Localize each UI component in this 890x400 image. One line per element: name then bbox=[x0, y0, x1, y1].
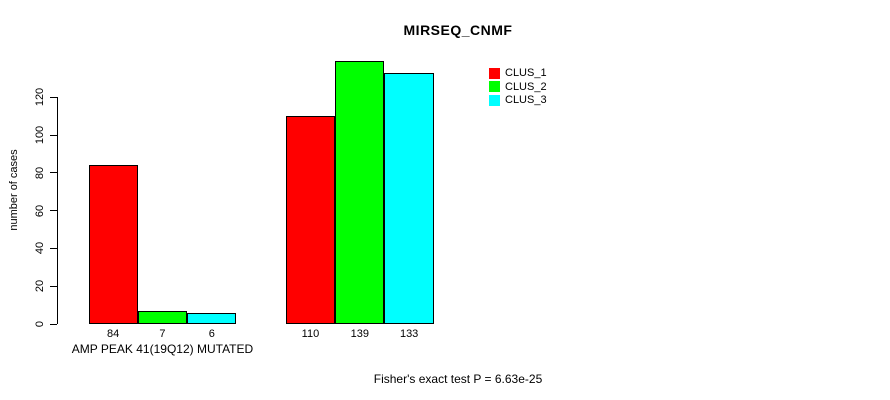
bar-value-label: 7 bbox=[159, 328, 166, 340]
y-axis-tick bbox=[50, 134, 57, 136]
y-axis-tick bbox=[50, 96, 57, 98]
y-axis-line bbox=[57, 97, 58, 324]
y-axis-tick bbox=[50, 285, 57, 287]
y-tick-label: 120 bbox=[34, 88, 46, 107]
legend-item: CLUS_2 bbox=[489, 81, 547, 93]
bar-clus_2-group2 bbox=[335, 61, 385, 324]
y-tick-label: 0 bbox=[34, 320, 46, 328]
legend: CLUS_1 CLUS_2 CLUS_3 bbox=[489, 67, 547, 106]
y-tick-label: 40 bbox=[34, 242, 46, 255]
y-tick-label: 100 bbox=[34, 125, 46, 145]
bar-value-label: 6 bbox=[208, 328, 215, 340]
chart-title: MIRSEQ_CNMF bbox=[403, 22, 513, 38]
bar-value-label: 139 bbox=[350, 328, 369, 340]
y-tick-label: 60 bbox=[34, 204, 46, 217]
annotation-text: Fisher's exact test P = 6.63e-25 bbox=[373, 372, 543, 386]
legend-swatch-clus_3 bbox=[489, 94, 500, 106]
legend-swatch-clus_2 bbox=[489, 81, 500, 92]
bar-clus_3-group1 bbox=[187, 312, 237, 324]
legend-item: CLUS_1 bbox=[489, 67, 547, 79]
bar-clus_3-group2 bbox=[384, 72, 434, 324]
legend-label: CLUS_1 bbox=[505, 67, 547, 79]
y-axis-tick bbox=[50, 210, 57, 212]
legend-label: CLUS_3 bbox=[505, 94, 547, 106]
x-group-label: AMP PEAK 41(19Q12) MUTATED bbox=[71, 342, 254, 356]
bar-clus_1-group2 bbox=[285, 116, 336, 324]
legend-label: CLUS_2 bbox=[505, 80, 547, 93]
bar-value-label: 84 bbox=[107, 328, 120, 340]
y-axis-tick bbox=[50, 323, 57, 325]
legend-swatch-clus_1 bbox=[489, 67, 500, 79]
legend-item: CLUS_3 bbox=[489, 94, 547, 106]
y-axis-tick bbox=[50, 172, 57, 174]
y-tick-label: 20 bbox=[34, 280, 46, 293]
bar-clus_2-group1 bbox=[137, 310, 188, 324]
y-axis-tick bbox=[50, 247, 57, 249]
y-tick-label: 80 bbox=[34, 166, 46, 179]
bar-value-label: 133 bbox=[399, 328, 419, 340]
bar-value-label: 110 bbox=[301, 328, 320, 340]
bar-clus_1-group1 bbox=[88, 165, 138, 324]
